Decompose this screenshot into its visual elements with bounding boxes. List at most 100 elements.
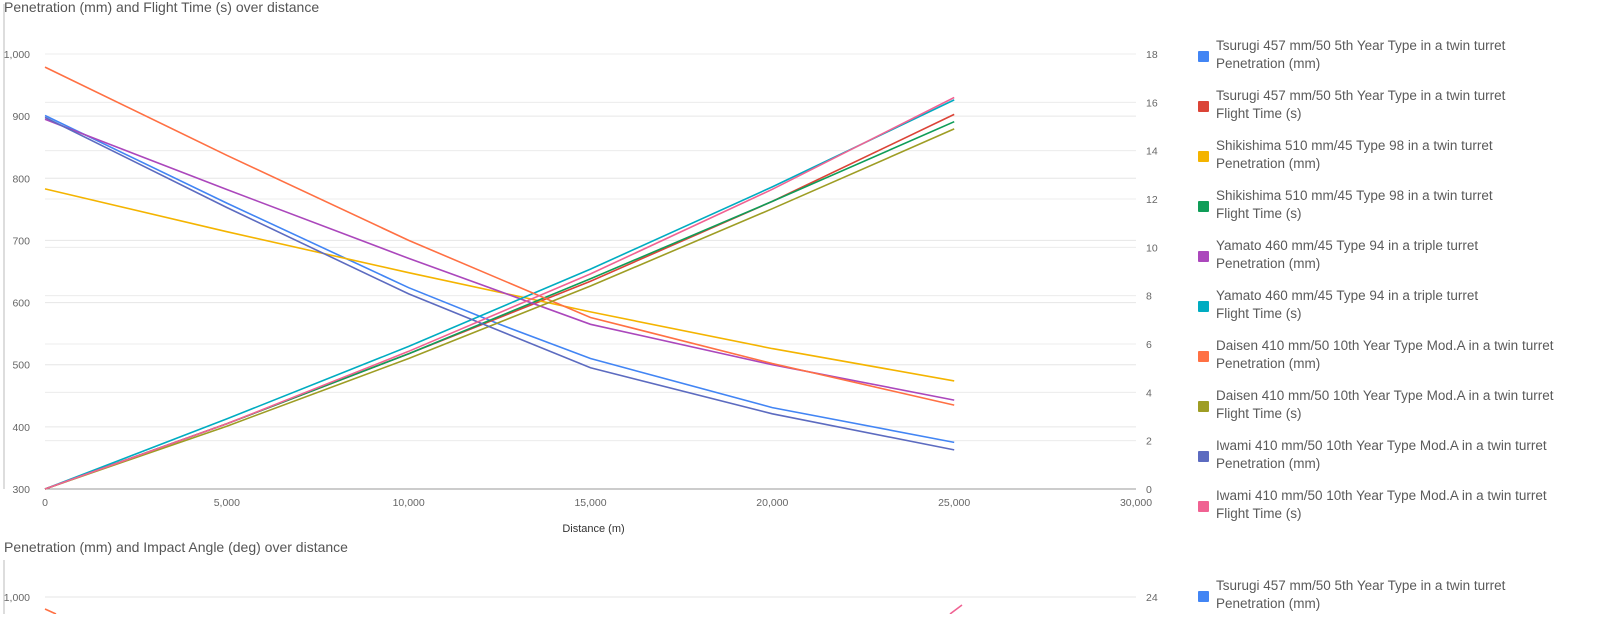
y-right-tick-label: 0 [1146,484,1152,496]
legend-label: Shikishima 510 mm/45 Type 98 in a twin t… [1216,137,1493,173]
series-line-8 [44,128,955,490]
legend-label-line2: Penetration (mm) [1216,56,1321,71]
legend-label: Shikishima 510 mm/45 Type 98 in a twin t… [1216,187,1493,223]
legend-swatch [1198,201,1209,212]
legend-label: Tsurugi 457 mm/50 5th Year Type in a twi… [1216,577,1505,613]
chart-title-2: Penetration (mm) and Impact Angle (deg) … [4,539,348,555]
legend-label-line2: Penetration (mm) [1216,596,1321,611]
legend-label-line2: Penetration (mm) [1216,156,1321,171]
series2-line-fragment [44,608,57,614]
series2-line-fragment [949,604,963,614]
chart-plot-area: 3004005006007008009001,00002468101214161… [3,4,1158,614]
legend-label-line1: Iwami 410 mm/50 10th Year Type Mod.A in … [1216,438,1547,453]
legend-label: Iwami 410 mm/50 10th Year Type Mod.A in … [1216,437,1547,473]
x-tick-label: 5,000 [214,497,240,509]
series-line-10 [44,96,955,490]
x-tick-label: 0 [42,497,48,509]
legend-item[interactable]: Yamato 460 mm/45 Type 94 in a triple tur… [1198,287,1597,337]
x-tick-label: 20,000 [756,497,788,509]
legend-label: Tsurugi 457 mm/50 5th Year Type in a twi… [1216,37,1505,73]
y-right-tick-label: 8 [1146,291,1152,303]
series-line-1 [44,114,955,444]
legend-label-line2: Flight Time (s) [1216,206,1302,221]
y-left-tick-label: 800 [12,173,30,185]
legend-label: Daisen 410 mm/50 10th Year Type Mod.A in… [1216,337,1553,373]
series-line-6 [44,99,955,490]
y-right-tick-label: 18 [1146,49,1158,61]
y-right-tick-label: 2 [1146,436,1152,448]
legend-label-line1: Daisen 410 mm/50 10th Year Type Mod.A in… [1216,338,1554,353]
y-left-tick-label: 900 [12,111,30,123]
legend-label-line1: Tsurugi 457 mm/50 5th Year Type in a twi… [1216,88,1506,103]
legend-swatch [1198,51,1209,62]
legend-item[interactable]: Daisen 410 mm/50 10th Year Type Mod.A in… [1198,387,1597,437]
x-tick-label: 10,000 [393,497,425,509]
legend-item[interactable]: Daisen 410 mm/50 10th Year Type Mod.A in… [1198,337,1597,387]
legend-swatch [1198,251,1209,262]
series-line-5 [44,118,955,401]
chart-title: Penetration (mm) and Flight Time (s) ove… [4,0,320,15]
legend-swatch [1198,301,1209,312]
legend-label-line1: Iwami 410 mm/50 10th Year Type Mod.A in … [1216,488,1547,503]
legend: Tsurugi 457 mm/50 5th Year Type in a twi… [1198,37,1597,537]
y-right-tick-label: 12 [1146,194,1158,206]
x-tick-label: 15,000 [574,497,606,509]
y-right-tick-label-2: 24 [1146,592,1158,604]
legend-label: Yamato 460 mm/45 Type 94 in a triple tur… [1216,287,1478,323]
series-line-4 [44,120,955,490]
legend-label-line1: Yamato 460 mm/45 Type 94 in a triple tur… [1216,238,1479,253]
legend-item[interactable]: Shikishima 510 mm/45 Type 98 in a twin t… [1198,187,1597,237]
legend-label-line2: Flight Time (s) [1216,306,1302,321]
legend-label: Iwami 410 mm/50 10th Year Type Mod.A in … [1216,487,1547,523]
y-left-tick-label: 600 [12,298,30,310]
legend-label-line2: Flight Time (s) [1216,106,1302,121]
y-left-tick-label: 300 [12,484,30,496]
legend-label: Daisen 410 mm/50 10th Year Type Mod.A in… [1216,387,1553,423]
legend-swatch [1198,401,1209,412]
legend-swatch [1198,591,1209,602]
x-tick-label: 30,000 [1120,497,1152,509]
legend-swatch [1198,501,1209,512]
legend-label-line1: Yamato 460 mm/45 Type 94 in a triple tur… [1216,288,1479,303]
y-left-tick-label: 700 [12,235,30,247]
series-line-2 [44,113,955,490]
series-line-7 [44,66,955,406]
y-right-tick-label: 6 [1146,339,1152,351]
legend-item[interactable]: Yamato 460 mm/45 Type 94 in a triple tur… [1198,237,1597,287]
legend-label-line2: Penetration (mm) [1216,456,1321,471]
legend-label-line1: Tsurugi 457 mm/50 5th Year Type in a twi… [1216,578,1506,593]
legend-item[interactable]: Iwami 410 mm/50 10th Year Type Mod.A in … [1198,437,1597,487]
legend-2: Tsurugi 457 mm/50 5th Year Type in a twi… [1198,577,1597,627]
legend-label: Tsurugi 457 mm/50 5th Year Type in a twi… [1216,87,1505,123]
legend-label-line2: Flight Time (s) [1216,506,1302,521]
series-line-9 [44,116,955,451]
y-right-tick-label: 10 [1146,242,1158,254]
y-left-tick-label: 1,000 [4,49,30,61]
legend-label: Yamato 460 mm/45 Type 94 in a triple tur… [1216,237,1478,273]
y-left-tick-label: 400 [12,422,30,434]
y-right-tick-label: 14 [1146,146,1158,158]
legend-label-line1: Tsurugi 457 mm/50 5th Year Type in a twi… [1216,38,1506,53]
y-left-tick-label: 500 [12,360,30,372]
legend-swatch [1198,451,1209,462]
legend-label-line2: Penetration (mm) [1216,256,1321,271]
x-axis-title: Distance (m) [562,523,624,535]
legend-label-line1: Daisen 410 mm/50 10th Year Type Mod.A in… [1216,388,1554,403]
legend-label-line2: Flight Time (s) [1216,406,1302,421]
y-right-tick-label: 16 [1146,97,1158,109]
legend-swatch [1198,151,1209,162]
legend-swatch [1198,351,1209,362]
legend-item[interactable]: Shikishima 510 mm/45 Type 98 in a twin t… [1198,137,1597,187]
y-left-tick-label-2: 1,000 [4,592,30,604]
x-tick-label: 25,000 [938,497,970,509]
legend-item[interactable]: Tsurugi 457 mm/50 5th Year Type in a twi… [1198,87,1597,137]
legend-label-line1: Shikishima 510 mm/45 Type 98 in a twin t… [1216,138,1493,153]
legend-item[interactable]: Tsurugi 457 mm/50 5th Year Type in a twi… [1198,577,1597,627]
legend-item[interactable]: Iwami 410 mm/50 10th Year Type Mod.A in … [1198,487,1597,537]
series-line-3 [44,188,955,382]
y-right-tick-label: 4 [1146,387,1152,399]
legend-swatch [1198,101,1209,112]
legend-item[interactable]: Tsurugi 457 mm/50 5th Year Type in a twi… [1198,37,1597,87]
legend-label-line1: Shikishima 510 mm/45 Type 98 in a twin t… [1216,188,1493,203]
legend-label-line2: Penetration (mm) [1216,356,1321,371]
